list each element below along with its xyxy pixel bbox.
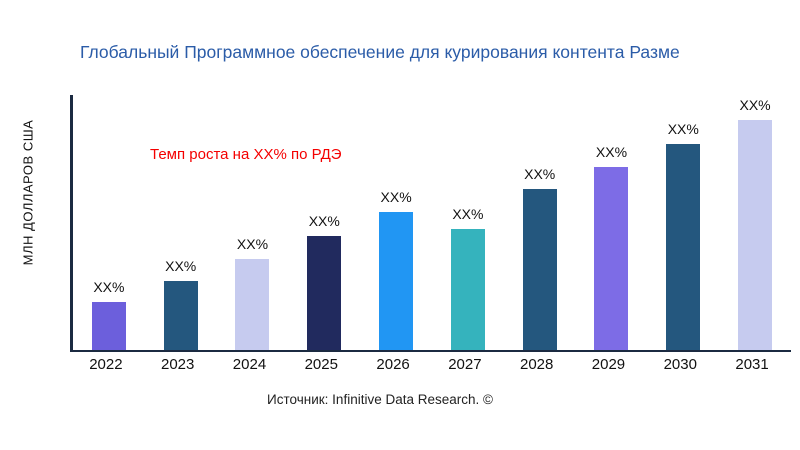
- x-tick-label-2022: 2022: [89, 356, 123, 373]
- bar-slot-2031: XX%: [720, 95, 791, 350]
- bar-value-label-2028: XX%: [524, 166, 556, 182]
- source-text: Источник: Infinitive Data Research. ©: [267, 392, 493, 407]
- bar-2024: [235, 259, 270, 350]
- growth-rate-annotation: Темп роста на XX% по РДЭ: [150, 146, 342, 163]
- bar-value-label-2022: XX%: [93, 279, 125, 295]
- y-axis-label: МЛН ДОЛЛАРОВ США: [20, 119, 36, 266]
- bar-slot-2025: XX%: [289, 95, 360, 350]
- bars-row: XX% XX% XX% XX% XX% XX% XX% XX% XX% XX%: [73, 95, 791, 350]
- bar-2030: [666, 144, 701, 350]
- x-tick-label-2025: 2025: [304, 356, 338, 373]
- bar-value-label-2026: XX%: [380, 189, 412, 205]
- plot-area: XX% XX% XX% XX% XX% XX% XX% XX% XX% XX%: [70, 95, 791, 352]
- bar-value-label-2024: XX%: [236, 236, 269, 252]
- chart-title: Глобальный Программное обеспечение для к…: [80, 42, 680, 62]
- bar-value-label-2031: XX%: [739, 97, 771, 113]
- bar-slot-2029: XX%: [576, 95, 647, 350]
- bar-value-label-2029: XX%: [595, 144, 628, 160]
- bar-value-label-2027: XX%: [452, 206, 484, 222]
- x-tick-label-2026: 2026: [376, 356, 410, 373]
- x-tick-label-2029: 2029: [591, 356, 626, 373]
- bar-slot-2024: XX%: [217, 95, 288, 350]
- bar-2031: [738, 120, 773, 350]
- bar-slot-2028: XX%: [504, 95, 575, 350]
- x-tick-label-2023: 2023: [161, 356, 195, 373]
- x-axis-labels: 2022 2023 2024 2025 2026 2027 2028 2029 2030 2031: [70, 356, 788, 373]
- bar-slot-2027: XX%: [432, 95, 503, 350]
- bar-2023: [163, 281, 198, 350]
- bar-2025: [307, 236, 342, 350]
- bar-slot-2022: XX%: [73, 95, 144, 350]
- x-tick-label-2030: 2030: [663, 356, 697, 373]
- x-tick-label-2031: 2031: [735, 356, 769, 373]
- x-tick-label-2027: 2027: [448, 356, 482, 373]
- bar-value-label-2025: XX%: [308, 213, 340, 229]
- bar-slot-2026: XX%: [361, 95, 432, 350]
- bar-2026: [379, 212, 414, 350]
- bar-2029: [594, 167, 629, 350]
- bar-value-label-2030: XX%: [667, 121, 699, 137]
- bar-value-label-2023: XX%: [165, 258, 197, 274]
- bar-2027: [450, 229, 485, 350]
- bar-2022: [91, 302, 126, 350]
- bar-slot-2023: XX%: [145, 95, 216, 350]
- bar-2028: [522, 189, 557, 350]
- bar-slot-2030: XX%: [648, 95, 719, 350]
- x-tick-label-2024: 2024: [232, 356, 267, 373]
- x-tick-label-2028: 2028: [519, 356, 554, 373]
